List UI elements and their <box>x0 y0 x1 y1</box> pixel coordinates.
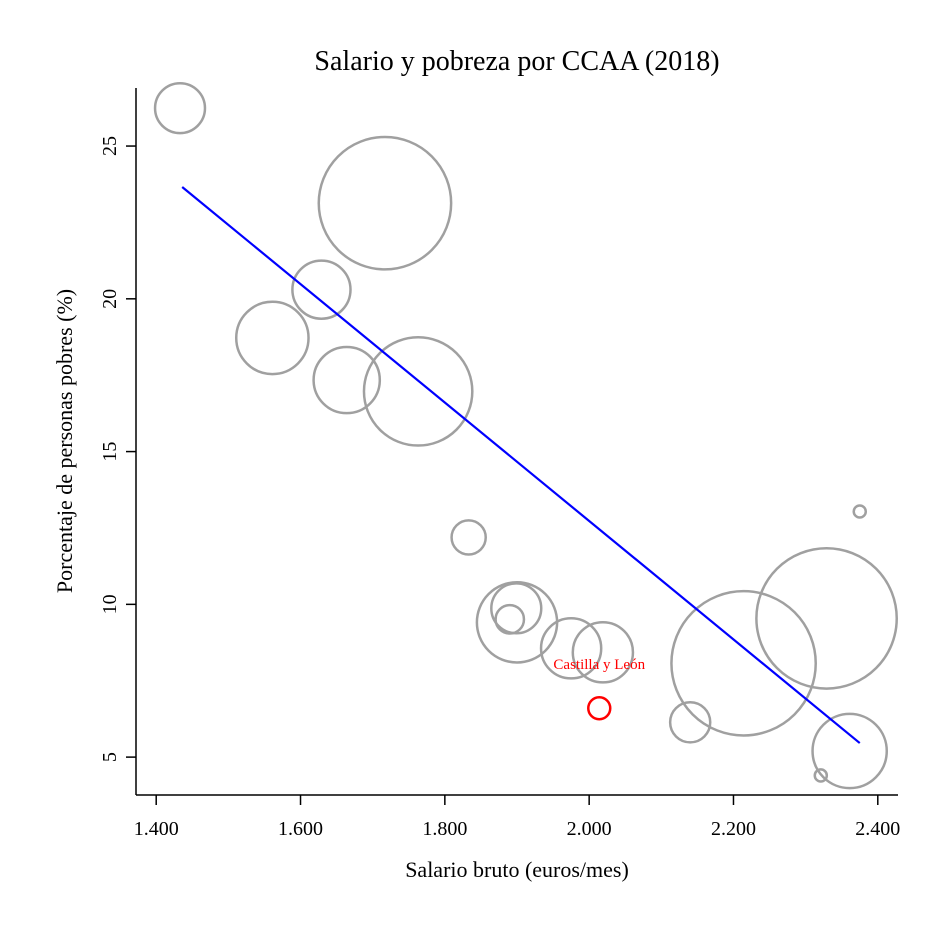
highlight-label: Castilla y León <box>553 657 645 673</box>
fit-line <box>181 186 861 744</box>
bubble <box>153 81 207 135</box>
y-tick-label: 10 <box>99 594 121 614</box>
bubble <box>811 712 889 790</box>
y-tick-label: 20 <box>99 289 121 309</box>
y-tick-label: 5 <box>99 752 121 762</box>
bubble <box>312 345 382 415</box>
x-tick-label: 1.400 <box>134 818 179 840</box>
x-tick-label: 2.400 <box>855 818 900 840</box>
bubble <box>539 617 603 680</box>
bubble <box>494 603 526 635</box>
bubble <box>450 519 487 556</box>
y-axis-label: Porcentaje de personas pobres (%) <box>52 289 77 593</box>
x-tick-label: 1.800 <box>422 818 467 840</box>
x-tick-label: 2.000 <box>567 818 612 840</box>
bubble <box>234 300 310 376</box>
bubble <box>571 620 635 684</box>
highlight-bubble <box>587 695 612 721</box>
bubble <box>490 582 543 635</box>
bubble <box>755 546 898 690</box>
y-tick-label: 15 <box>99 442 121 462</box>
y-tick-label: 25 <box>99 136 121 156</box>
bubble <box>475 581 559 664</box>
x-axis-label: Salario bruto (euros/mes) <box>405 857 629 882</box>
bubble <box>317 135 453 271</box>
bubble <box>813 768 829 783</box>
bubble <box>291 259 352 320</box>
bubble <box>852 504 868 519</box>
bubble <box>670 589 817 737</box>
chart-title: Salario y pobreza por CCAA (2018) <box>314 46 719 77</box>
x-tick-label: 2.200 <box>711 818 756 840</box>
bubble <box>668 700 712 744</box>
x-tick-label: 1.600 <box>278 818 323 840</box>
bubble <box>362 335 474 447</box>
axes <box>135 88 898 796</box>
